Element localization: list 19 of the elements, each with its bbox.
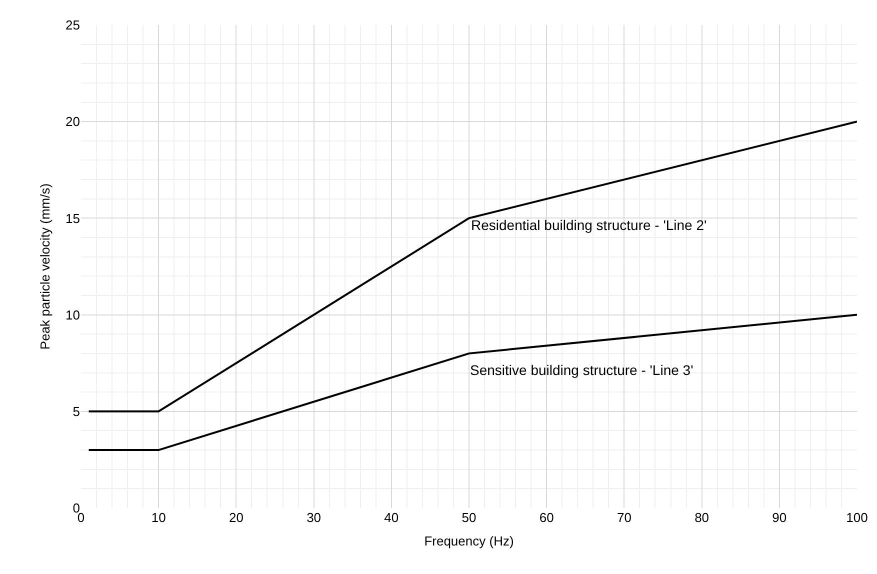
x-tick-label: 70 <box>616 510 632 525</box>
x-axis-title: Frequency (Hz) <box>424 534 514 549</box>
x-tick-label: 20 <box>228 510 244 525</box>
x-tick-label: 30 <box>306 510 322 525</box>
y-tick-label: 25 <box>66 18 80 33</box>
y-tick-label: 20 <box>66 114 80 130</box>
y-tick-label: 5 <box>72 404 80 419</box>
y-tick-label: 10 <box>66 307 80 322</box>
x-tick-label: 90 <box>772 510 787 525</box>
x-tick-label: 80 <box>694 510 710 525</box>
x-tick-label: 60 <box>539 510 554 525</box>
x-tick-label: 100 <box>846 510 868 525</box>
x-tick-label: 10 <box>151 510 166 525</box>
annotation: Sensitive building structure - 'Line 3' <box>470 362 694 378</box>
x-tick-label: 50 <box>462 510 476 525</box>
annotation: Residential building structure - 'Line 2' <box>471 217 707 233</box>
y-tick-label: 15 <box>66 210 80 226</box>
y-axis-title: Peak particle velocity (mm/s) <box>37 183 52 350</box>
x-tick-label: 40 <box>384 510 399 525</box>
